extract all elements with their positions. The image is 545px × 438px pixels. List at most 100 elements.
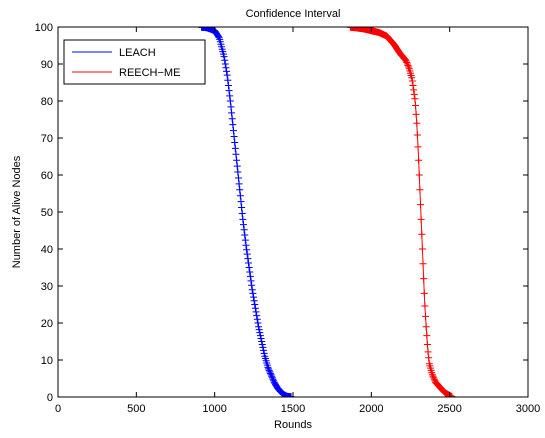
data-point-marker: [408, 77, 416, 85]
data-point-marker: [420, 289, 428, 297]
data-point-marker: [254, 319, 262, 327]
data-point-marker: [241, 236, 249, 244]
series-markers-leach: [198, 27, 295, 397]
data-point-marker: [225, 87, 233, 95]
x-tick-label: 2000: [359, 403, 383, 415]
data-point-marker: [265, 366, 273, 374]
y-tick-label: 30: [41, 281, 53, 293]
y-tick-label: 90: [41, 59, 53, 71]
data-point-marker: [417, 201, 425, 209]
data-point-marker: [412, 101, 420, 109]
data-point-marker: [264, 363, 272, 371]
data-point-marker: [410, 86, 418, 94]
data-point-marker: [418, 230, 426, 238]
data-point-marker: [255, 326, 263, 334]
data-point-marker: [230, 133, 238, 141]
ticks-layer: 0 500 1000 1500 2000 2500 3000 0 10 20 30 40 50 60 70 8…: [35, 22, 541, 415]
data-point-marker: [226, 97, 234, 105]
data-point-marker: [246, 268, 254, 276]
data-point-marker: [231, 144, 239, 152]
data-point-marker: [403, 59, 411, 67]
data-point-marker: [224, 81, 232, 89]
data-point-marker: [258, 338, 266, 345]
data-point-marker: [423, 332, 431, 340]
data-point-marker: [239, 221, 247, 229]
data-point-marker: [419, 260, 427, 268]
data-point-marker: [243, 246, 251, 254]
data-point-marker: [251, 304, 259, 312]
data-point-marker: [269, 375, 277, 383]
data-point-marker: [236, 192, 244, 200]
x-tick-label: 0: [55, 403, 61, 415]
data-point-marker: [239, 215, 247, 223]
legend: LEACH REECH−ME: [63, 39, 206, 85]
data-point-marker: [238, 209, 246, 217]
data-point-marker: [235, 180, 243, 188]
series-markers-reech-me: [346, 27, 456, 397]
data-point-marker: [234, 168, 242, 176]
data-point-marker: [403, 60, 411, 68]
data-point-marker: [250, 297, 258, 305]
series-layer: [58, 27, 528, 397]
legend-box: [63, 39, 206, 85]
data-point-marker: [246, 272, 254, 280]
y-tick-label: 70: [41, 133, 53, 145]
data-point-marker: [223, 67, 231, 75]
data-point-marker: [252, 308, 260, 316]
data-point-marker: [422, 312, 430, 320]
x-axis-label: Rounds: [274, 419, 312, 431]
data-point-marker: [259, 343, 267, 351]
y-tick-label: 40: [41, 244, 53, 256]
data-point-marker: [423, 340, 431, 348]
data-point-marker: [243, 250, 251, 258]
data-point-marker: [229, 121, 237, 129]
data-point-marker: [266, 368, 274, 376]
data-point-marker: [428, 371, 436, 379]
data-point-marker: [234, 174, 242, 182]
data-point-marker: [251, 301, 259, 308]
data-point-marker: [221, 60, 229, 68]
data-point-marker: [256, 332, 264, 340]
data-point-marker: [268, 372, 276, 380]
data-point-marker: [231, 138, 239, 146]
data-point-marker: [248, 281, 256, 289]
x-tick-label: 2500: [437, 403, 461, 415]
data-point-marker: [415, 156, 423, 164]
data-point-marker: [422, 323, 430, 331]
data-point-marker: [268, 374, 276, 382]
data-point-marker: [228, 109, 236, 117]
y-tick-label: 100: [35, 22, 53, 34]
data-point-marker: [244, 255, 252, 263]
data-point-marker: [220, 53, 228, 61]
data-point-marker: [227, 103, 235, 111]
data-point-marker: [408, 74, 416, 82]
data-point-marker: [241, 231, 249, 239]
data-point-marker: [255, 323, 263, 331]
data-point-marker: [253, 315, 261, 323]
data-point-marker: [233, 162, 241, 170]
data-point-marker: [267, 371, 275, 379]
x-tick-label: 3000: [516, 403, 540, 415]
data-point-marker: [425, 354, 433, 362]
data-point-marker: [424, 348, 432, 356]
data-point-marker: [233, 156, 241, 164]
y-tick-label: 50: [41, 207, 53, 219]
x-tick-label: 1500: [281, 403, 305, 415]
data-point-marker: [223, 71, 231, 79]
data-point-marker: [221, 56, 229, 64]
data-point-marker: [430, 375, 438, 383]
data-point-marker: [232, 150, 240, 158]
data-point-marker: [260, 349, 268, 357]
data-point-marker: [416, 186, 424, 194]
data-point-marker: [413, 131, 421, 139]
data-point-marker: [238, 204, 246, 212]
y-tick-label: 60: [41, 170, 53, 182]
x-tick-label: 500: [127, 403, 145, 415]
data-point-marker: [249, 289, 257, 297]
y-axis-label: Number of Alive Nodes: [11, 155, 23, 268]
data-point-marker: [418, 245, 426, 253]
data-point-marker: [417, 215, 425, 223]
data-point-marker: [409, 81, 417, 89]
data-point-marker: [260, 346, 268, 354]
